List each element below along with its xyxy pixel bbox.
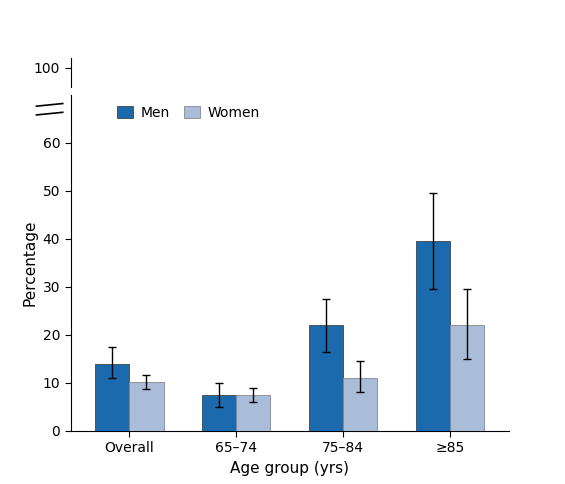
Bar	[129, 243, 163, 263]
Bar	[236, 395, 270, 431]
Y-axis label: Percentage: Percentage	[22, 219, 37, 306]
Bar	[343, 378, 377, 431]
Legend: Men, Women: Men, Women	[112, 102, 263, 124]
Bar	[309, 325, 343, 431]
Bar	[343, 241, 377, 263]
Bar	[416, 241, 450, 431]
Bar	[236, 248, 270, 263]
Bar	[95, 235, 129, 263]
Bar	[309, 220, 343, 263]
X-axis label: Age group (yrs): Age group (yrs)	[230, 461, 349, 476]
Bar	[202, 248, 236, 263]
Bar	[450, 325, 484, 431]
Bar	[95, 363, 129, 431]
Bar	[129, 382, 163, 431]
Bar	[416, 186, 450, 263]
Bar	[450, 220, 484, 263]
Bar	[202, 395, 236, 431]
